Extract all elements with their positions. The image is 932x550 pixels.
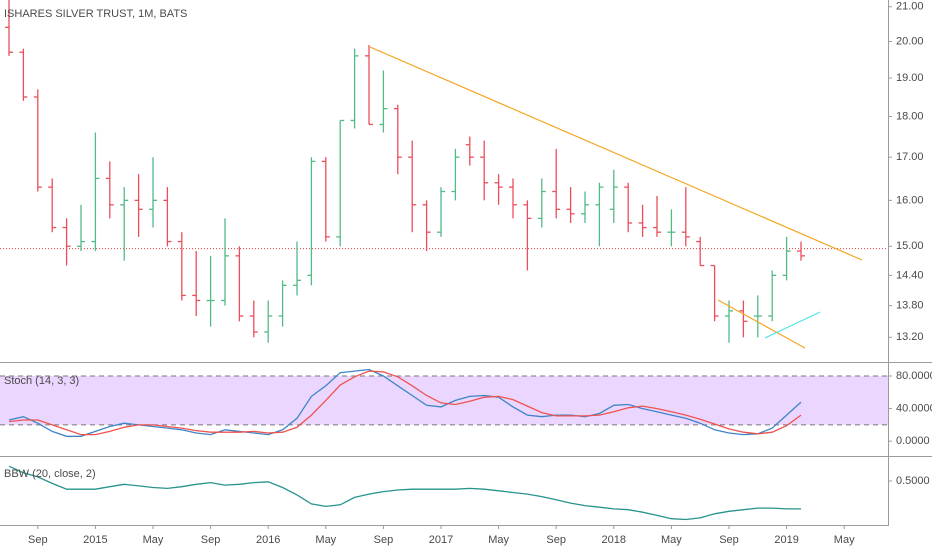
x-tick-label: 2019: [774, 534, 798, 546]
y-tick-label: 14.40: [896, 269, 924, 281]
x-tick-label: 2015: [83, 534, 107, 546]
indicator-title: Stoch (14, 3, 3): [4, 375, 79, 387]
x-tick-label: May: [661, 534, 682, 546]
x-tick-label: May: [143, 534, 164, 546]
chart-title: ISHARES SILVER TRUST, 1M, BATS: [4, 8, 187, 20]
y-tick-label: 15.00: [896, 240, 924, 252]
indicator-title: BBW (20, close, 2): [4, 468, 96, 480]
marks: [0, 0, 888, 521]
series-line: [8, 370, 802, 436]
y-tick-label: 13.80: [896, 300, 924, 312]
series-line: [8, 465, 801, 521]
trend-line: [717, 299, 806, 349]
x-tick-label: 2018: [602, 534, 626, 546]
x-tick-label: Sep: [28, 534, 48, 546]
y-tick-label: 20.00: [896, 35, 924, 47]
y-tick-label: 80.0000: [896, 370, 932, 382]
x-tick-label: 2016: [256, 534, 280, 546]
x-tick-label: May: [315, 534, 336, 546]
x-tick-label: Sep: [719, 534, 739, 546]
y-tick-label: 21.00: [896, 1, 924, 13]
y-tick-label: 13.20: [896, 331, 924, 343]
x-tick-label: 2017: [429, 534, 453, 546]
x-tick-label: Sep: [201, 534, 221, 546]
y-tick-label: 0.0000: [896, 435, 930, 447]
x-tick-label: Sep: [546, 534, 566, 546]
y-tick-label: 17.00: [896, 151, 924, 163]
y-tick-label: 0.5000: [896, 475, 930, 487]
x-tick-label: Sep: [374, 534, 394, 546]
x-tick-label: May: [834, 534, 855, 546]
y-tick-label: 40.0000: [896, 402, 932, 414]
y-tick-label: 19.00: [896, 72, 924, 84]
trend-line: [369, 46, 863, 261]
y-tick-label: 16.00: [896, 194, 924, 206]
trend-line: [764, 311, 821, 339]
x-tick-label: May: [488, 534, 509, 546]
y-tick-label: 18.00: [896, 110, 924, 122]
stoch-band: [0, 375, 888, 425]
